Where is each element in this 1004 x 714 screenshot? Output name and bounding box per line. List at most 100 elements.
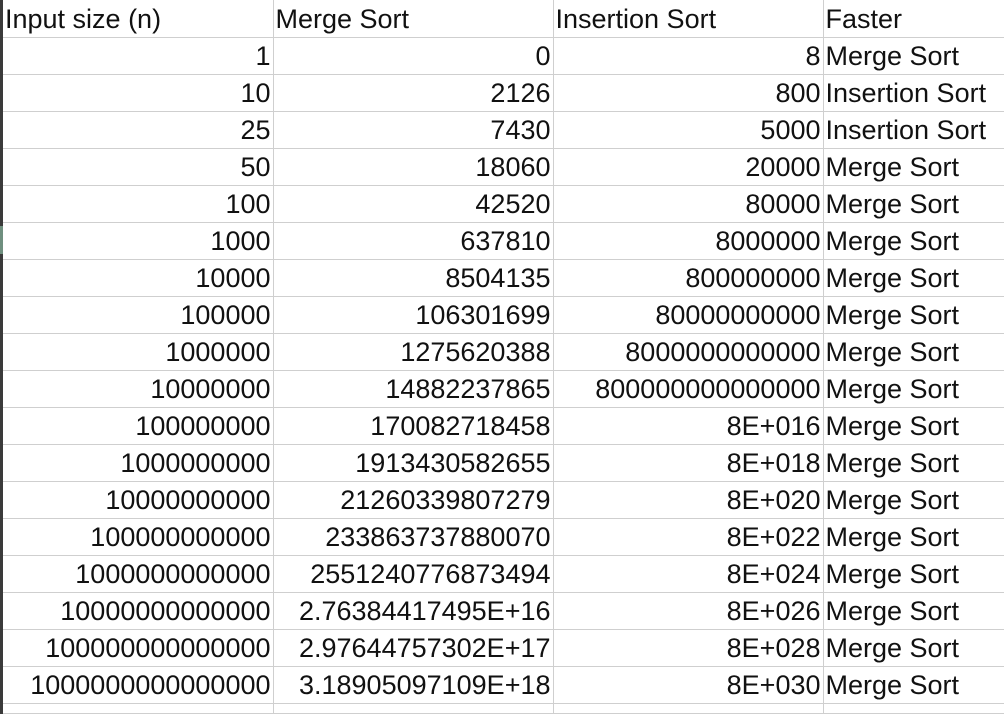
cell-insertion-sort[interactable]: 800000000 — [553, 259, 824, 297]
table-row: 1 0 8 Merge Sort — [3, 37, 1004, 75]
cell-faster[interactable]: Merge Sort — [823, 333, 1004, 371]
cell-merge-sort[interactable]: 637810 — [273, 222, 554, 260]
header-cell-faster[interactable]: Faster — [823, 0, 1004, 38]
cell-faster[interactable]: Merge Sort — [823, 518, 1004, 556]
cell-faster[interactable]: Merge Sort — [823, 444, 1004, 482]
cell-faster[interactable]: Merge Sort — [823, 148, 1004, 186]
cell-insertion-sort[interactable]: 8000000000000 — [553, 333, 824, 371]
cell-merge-sort[interactable]: 170082718458 — [273, 407, 554, 445]
cell-merge-sort[interactable]: 7430 — [273, 111, 554, 149]
cell-input-size[interactable]: 25 — [3, 111, 274, 149]
cell-insertion-sort[interactable]: 8E+016 — [553, 407, 824, 445]
cell-merge-sort[interactable]: 42520 — [273, 185, 554, 223]
cell-insertion-sort[interactable]: 8000000 — [553, 222, 824, 260]
grid-body: Input size (n) Merge Sort Insertion Sort… — [3, 0, 1004, 714]
cell-faster[interactable]: Merge Sort — [823, 481, 1004, 519]
cell-input-size[interactable]: 1 — [3, 37, 274, 75]
table-row: 10000000 14882237865 800000000000000 Merge … — [3, 370, 1004, 408]
cell-input-size[interactable]: 1000000000 — [3, 444, 274, 482]
cell-insertion-sort[interactable]: 800000000000000 — [553, 370, 824, 408]
table-row: 1000000000000000 3.18905097109E+18 8E+030 M… — [3, 666, 1004, 704]
cell-faster[interactable]: Merge Sort — [823, 666, 1004, 704]
cell-insertion-sort[interactable]: 8 — [553, 37, 824, 75]
table-row: 100000 106301699 80000000000 Merge Sort — [3, 296, 1004, 334]
sheet-left-edge — [0, 0, 3, 714]
header-row: Input size (n) Merge Sort Insertion Sort… — [3, 0, 1004, 38]
cell-merge-sort[interactable]: 2.97644757302E+17 — [273, 629, 554, 667]
cell-input-size[interactable]: 10000000000 — [3, 481, 274, 519]
cell-merge-sort[interactable]: 106301699 — [273, 296, 554, 334]
table-row: 1000000000 1913430582655 8E+018 Merge Sort — [3, 444, 1004, 482]
cell-insertion-sort[interactable]: 8E+028 — [553, 629, 824, 667]
cell-insertion-sort[interactable]: 8E+030 — [553, 666, 824, 704]
header-cell-merge-sort[interactable]: Merge Sort — [273, 0, 554, 38]
empty-cell[interactable] — [553, 703, 824, 714]
cell-input-size[interactable]: 50 — [3, 148, 274, 186]
cell-faster[interactable]: Merge Sort — [823, 296, 1004, 334]
table-row: 50 18060 20000 Merge Sort — [3, 148, 1004, 186]
cell-insertion-sort[interactable]: 8E+022 — [553, 518, 824, 556]
cell-merge-sort[interactable]: 2126 — [273, 74, 554, 112]
table-row: 100 42520 80000 Merge Sort — [3, 185, 1004, 223]
cell-faster[interactable]: Merge Sort — [823, 629, 1004, 667]
cell-insertion-sort[interactable]: 8E+026 — [553, 592, 824, 630]
cell-merge-sort[interactable]: 8504135 — [273, 259, 554, 297]
table-row: 1000000000000 2551240776873494 8E+024 Merge… — [3, 555, 1004, 593]
cell-merge-sort[interactable]: 21260339807279 — [273, 481, 554, 519]
cell-faster[interactable]: Merge Sort — [823, 555, 1004, 593]
cell-merge-sort[interactable]: 14882237865 — [273, 370, 554, 408]
cell-insertion-sort[interactable]: 8E+020 — [553, 481, 824, 519]
cell-faster[interactable]: Merge Sort — [823, 37, 1004, 75]
table-row: 10000 8504135 800000000 Merge Sort — [3, 259, 1004, 297]
empty-cell[interactable] — [823, 703, 1004, 714]
cell-faster[interactable]: Merge Sort — [823, 407, 1004, 445]
cell-faster[interactable]: Merge Sort — [823, 222, 1004, 260]
table-row: 100000000 170082718458 8E+016 Merge Sort — [3, 407, 1004, 445]
cell-merge-sort[interactable]: 2.76384417495E+16 — [273, 592, 554, 630]
cell-insertion-sort[interactable]: 80000 — [553, 185, 824, 223]
cell-faster[interactable]: Merge Sort — [823, 370, 1004, 408]
cell-merge-sort[interactable]: 0 — [273, 37, 554, 75]
empty-cell[interactable] — [3, 703, 274, 714]
table-row: 25 7430 5000 Insertion Sort — [3, 111, 1004, 149]
cell-merge-sort[interactable]: 233863737880070 — [273, 518, 554, 556]
cell-input-size[interactable]: 10000000000000 — [3, 592, 274, 630]
cell-input-size[interactable]: 10000000 — [3, 370, 274, 408]
cell-insertion-sort[interactable]: 8E+018 — [553, 444, 824, 482]
cell-input-size[interactable]: 100000000 — [3, 407, 274, 445]
cell-input-size[interactable]: 100000000000 — [3, 518, 274, 556]
cell-faster[interactable]: Merge Sort — [823, 592, 1004, 630]
cell-faster[interactable]: Insertion Sort — [823, 111, 1004, 149]
cell-input-size[interactable]: 1000000000000 — [3, 555, 274, 593]
cell-merge-sort[interactable]: 3.18905097109E+18 — [273, 666, 554, 704]
cell-insertion-sort[interactable]: 80000000000 — [553, 296, 824, 334]
cell-input-size[interactable]: 1000000000000000 — [3, 666, 274, 704]
cell-merge-sort[interactable]: 1913430582655 — [273, 444, 554, 482]
cell-input-size[interactable]: 100000 — [3, 296, 274, 334]
table-row: 1000000 1275620388 8000000000000 Merge Sort — [3, 333, 1004, 371]
cell-faster[interactable]: Insertion Sort — [823, 74, 1004, 112]
table-row: 10000000000000 2.76384417495E+16 8E+026 Mer… — [3, 592, 1004, 630]
cell-merge-sort[interactable]: 18060 — [273, 148, 554, 186]
empty-cell[interactable] — [273, 703, 554, 714]
cell-input-size[interactable]: 1000 — [3, 222, 274, 260]
table-row: 1000 637810 8000000 Merge Sort — [3, 222, 1004, 260]
cell-input-size[interactable]: 100 — [3, 185, 274, 223]
cell-insertion-sort[interactable]: 5000 — [553, 111, 824, 149]
cell-insertion-sort[interactable]: 20000 — [553, 148, 824, 186]
table-row: 100000000000 233863737880070 8E+022 Merge S… — [3, 518, 1004, 556]
cell-faster[interactable]: Merge Sort — [823, 185, 1004, 223]
cell-input-size[interactable]: 1000000 — [3, 333, 274, 371]
table-row: 10000000000 21260339807279 8E+020 Merge Sor… — [3, 481, 1004, 519]
cell-input-size[interactable]: 10000 — [3, 259, 274, 297]
header-cell-input-size[interactable]: Input size (n) — [3, 0, 274, 38]
cell-insertion-sort[interactable]: 800 — [553, 74, 824, 112]
header-cell-insertion-sort[interactable]: Insertion Sort — [553, 0, 824, 38]
cell-merge-sort[interactable]: 2551240776873494 — [273, 555, 554, 593]
cell-input-size[interactable]: 100000000000000 — [3, 629, 274, 667]
cell-merge-sort[interactable]: 1275620388 — [273, 333, 554, 371]
row-selection-marker — [0, 226, 3, 254]
cell-insertion-sort[interactable]: 8E+024 — [553, 555, 824, 593]
cell-input-size[interactable]: 10 — [3, 74, 274, 112]
cell-faster[interactable]: Merge Sort — [823, 259, 1004, 297]
